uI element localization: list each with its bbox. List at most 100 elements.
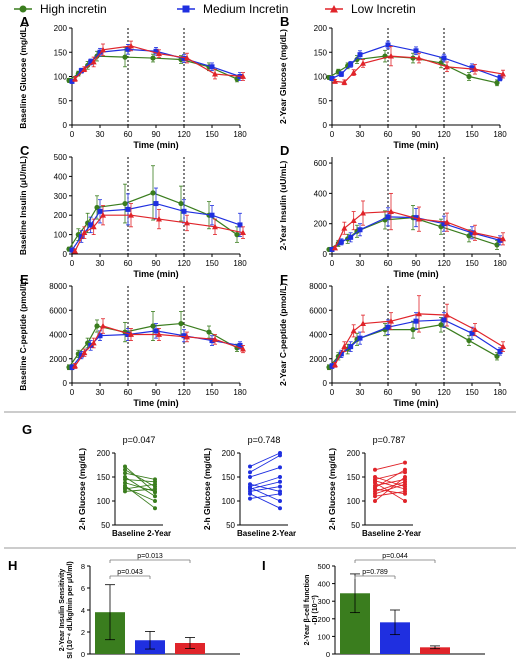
y-axis-label: 2-h Glucose (mg/dL) (77, 448, 87, 530)
data-point (72, 247, 78, 254)
y-tick-label: 400 (317, 580, 330, 589)
panel-letter: D (280, 143, 289, 158)
x-tick-label: 180 (493, 130, 507, 139)
x-tick-label: 0 (330, 130, 335, 139)
data-point (78, 68, 84, 74)
p-value: p=0.748 (248, 435, 281, 445)
data-point (248, 464, 252, 469)
x-tick-label: 150 (465, 388, 479, 397)
pair-line (249, 452, 281, 467)
pair-line (124, 469, 156, 487)
x-tick-label: 150 (465, 259, 479, 268)
data-point (278, 479, 282, 484)
data-point (332, 361, 338, 368)
p-value: p=0.789 (362, 569, 388, 576)
panel-c: C 0 100 200 300 400 500 0 30 60 90 120 150 180 Time (m… (18, 143, 247, 279)
data-point (123, 464, 127, 469)
x-tick-label: 150 (465, 130, 479, 139)
data-point (410, 327, 416, 333)
y-axis-label: 2-Year Insulin Sensitivity (59, 569, 66, 652)
data-point (123, 467, 127, 472)
data-point (350, 327, 357, 334)
y-tick-label: 200 (314, 24, 328, 33)
x-tick-label: 150 (205, 388, 219, 397)
y-tick-label: 8000 (49, 282, 67, 291)
x-tick-label: 0 (70, 130, 75, 139)
pair-line (374, 490, 406, 497)
data-point (153, 494, 157, 499)
data-point (178, 320, 184, 327)
data-point (500, 343, 506, 350)
y-tick-label: 200 (97, 449, 111, 458)
data-point (78, 352, 84, 358)
y-tick-label: 0 (323, 250, 328, 259)
y-axis-label: 2-Year Insulin (uU/mL) (278, 160, 288, 250)
data-point (184, 54, 190, 61)
y-axis-label: Baseline C-peptide (pmol/L) (18, 278, 28, 391)
data-point (69, 78, 75, 84)
panel-letter: H (8, 558, 17, 573)
x-tick-label: 90 (152, 259, 161, 268)
pair-line (374, 480, 406, 490)
legend-item-high: High incretin (14, 2, 107, 16)
y-tick-label: 200 (347, 449, 361, 458)
x-tick-label: 180 (233, 388, 247, 397)
data-point (94, 204, 100, 211)
data-point (150, 190, 156, 196)
data-point (360, 60, 366, 66)
x-tick-label: 90 (412, 388, 421, 397)
p-value: p=0.787 (373, 435, 406, 445)
pair-line (124, 488, 156, 492)
pair-line (124, 487, 156, 502)
x-axis-label: Time (min) (133, 398, 178, 408)
data-point (278, 465, 282, 470)
data-point (90, 223, 97, 230)
data-point (441, 55, 447, 61)
panel-letter: F (280, 272, 288, 287)
data-point (100, 46, 106, 53)
series-0 (326, 205, 500, 253)
data-point (128, 331, 134, 337)
x-tick-label: 30 (96, 388, 105, 397)
y-axis-label: 2-Year C-peptide (pmol/L) (278, 283, 288, 386)
data-point (212, 70, 218, 77)
data-point (329, 75, 335, 81)
pair-line (124, 478, 156, 483)
y-tick-label: 500 (317, 562, 330, 571)
data-point (212, 223, 218, 230)
panel-h: H 0 2 4 6 8 2-Year Insulin Sensitivity SI (10⁻⁴… (8, 553, 240, 659)
data-point (209, 212, 215, 218)
y-tick-label: 150 (347, 473, 361, 482)
series-1 (329, 40, 503, 82)
data-point (237, 342, 243, 348)
data-point (184, 219, 190, 226)
x-tick-label: 30 (356, 259, 365, 268)
x-tick-label: Baseline 2-Year (362, 529, 421, 538)
y-tick-label: 100 (347, 497, 361, 506)
y-tick-label: 100 (222, 497, 236, 506)
data-point (329, 246, 335, 252)
data-point (153, 328, 159, 334)
x-tick-label: 180 (233, 259, 247, 268)
y-tick-label: 100 (54, 73, 68, 82)
data-point (472, 229, 478, 236)
series-2 (72, 203, 246, 254)
data-point (373, 494, 377, 499)
x-axis-label: Time (min) (133, 140, 178, 150)
data-point (348, 344, 354, 350)
data-point (416, 54, 422, 61)
data-point (248, 496, 252, 501)
data-point (403, 467, 407, 472)
y-tick-label: 50 (351, 521, 360, 530)
data-point (278, 484, 282, 489)
y-axis-label-line2: SI (10⁻⁴ dL/kg/min per μU/ml) (67, 561, 74, 658)
panel-i: I 0 100 200 300 400 500 2-Year β-cell function -… (262, 553, 485, 659)
panel-letter: B (280, 14, 289, 29)
y-tick-label: 8 (81, 562, 85, 571)
pair-line (249, 493, 281, 509)
data-point (153, 201, 159, 207)
data-point (156, 331, 162, 337)
data-point (94, 323, 100, 329)
panel-letter: E (20, 272, 29, 287)
data-point (81, 349, 88, 356)
